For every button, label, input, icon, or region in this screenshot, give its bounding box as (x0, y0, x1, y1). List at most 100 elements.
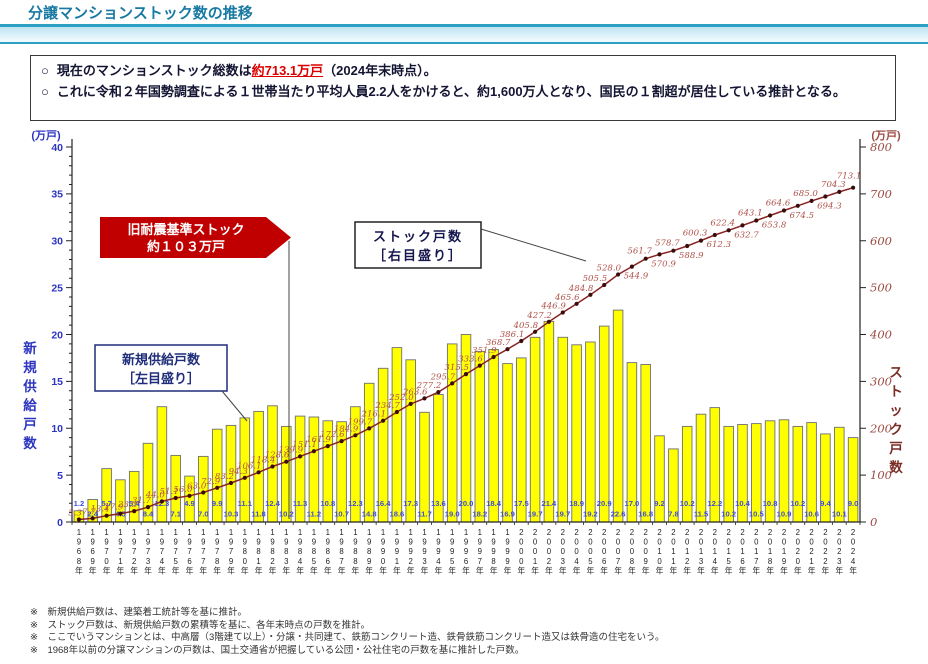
svg-text:72.9: 72.9 (201, 477, 221, 487)
svg-text:704.3: 704.3 (821, 180, 846, 190)
svg-text:1968年: 1968年 (75, 528, 83, 575)
svg-text:700: 700 (870, 187, 892, 201)
supply-legend-box: 新規供給戸数 ［左目盛り］ (94, 344, 248, 422)
stock-point-2002 (546, 319, 552, 324)
supply-bar-2005 (585, 341, 596, 523)
stock-point-1978 (215, 485, 220, 490)
svg-text:10.1: 10.1 (832, 510, 848, 519)
right-axis-title: ストック戸数 (889, 365, 903, 475)
supply-bar-2006 (598, 325, 610, 523)
svg-text:10.5: 10.5 (749, 510, 765, 519)
svg-text:10.2: 10.2 (279, 510, 294, 519)
svg-text:20.9: 20.9 (597, 499, 612, 508)
stock-point-1971 (118, 511, 123, 516)
stock-point-1994 (436, 390, 441, 395)
svg-text:100: 100 (870, 468, 892, 482)
svg-text:23.3: 23.3 (117, 500, 138, 510)
right-axis-ticks: 0 100 200 300 400 500 600 700 800 (860, 140, 892, 529)
svg-text:94.3: 94.3 (229, 467, 249, 477)
svg-text:588.9: 588.9 (679, 251, 704, 261)
svg-text:295.7: 295.7 (430, 372, 456, 382)
stock-point-2006 (602, 282, 607, 288)
svg-text:10.4: 10.4 (735, 499, 751, 508)
stock-point-1976 (187, 493, 192, 498)
stock-point-1993 (422, 396, 427, 401)
stock-point-1983 (284, 459, 289, 464)
svg-text:11.2: 11.2 (307, 510, 321, 519)
svg-text:199.7: 199.7 (348, 417, 373, 427)
svg-text:7.8: 7.8 (668, 510, 679, 519)
svg-text:118.4: 118.4 (251, 456, 276, 466)
stock-point-2000 (519, 338, 524, 344)
svg-text:13.6: 13.6 (431, 499, 446, 508)
svg-text:12.4: 12.4 (265, 499, 281, 508)
svg-text:17.0: 17.0 (625, 499, 640, 508)
supply-bar-1989 (363, 382, 375, 523)
stock-point-2004 (574, 301, 579, 306)
supply-bar-1985 (308, 416, 320, 523)
svg-text:7.7: 7.7 (82, 507, 96, 517)
svg-text:13.4: 13.4 (90, 505, 109, 515)
stock-point-2001 (533, 329, 538, 334)
stock-point-2020 (795, 203, 800, 208)
stock-point-1998 (491, 354, 496, 360)
svg-text:16.8: 16.8 (638, 510, 653, 519)
svg-text:12.3: 12.3 (348, 499, 363, 508)
svg-text:578.7: 578.7 (655, 239, 680, 249)
svg-text:11.5: 11.5 (694, 510, 709, 519)
stock-point-2022 (823, 194, 828, 199)
left-axis-title: 新規供給戸数 (22, 340, 37, 451)
svg-text:465.6: 465.6 (554, 293, 580, 303)
stock-point-1977 (201, 490, 206, 495)
svg-text:172.6: 172.6 (320, 430, 345, 440)
stock-point-1995 (450, 381, 455, 386)
stock-total-highlight: 約713.1万戸 (251, 63, 324, 78)
supply-bar-2013 (695, 413, 707, 523)
svg-text:10.2: 10.2 (790, 499, 805, 508)
svg-text:10.6: 10.6 (804, 510, 819, 519)
svg-text:0: 0 (870, 515, 877, 529)
supply-bar-1992 (405, 359, 416, 523)
supply-bar-2022 (820, 433, 831, 523)
stock-point-2014 (712, 232, 717, 238)
stock-point-1980 (242, 475, 247, 480)
stock-point-1972 (132, 509, 137, 514)
svg-text:151.1: 151.1 (292, 440, 317, 450)
stock-point-1984 (298, 454, 303, 459)
bullet-circle-icon: ○ (41, 84, 49, 99)
stock-point-1970 (104, 513, 109, 518)
svg-text:2024年: 2024年 (849, 528, 857, 575)
bullet1-text-pre: 現在のマンションストック総数は (56, 63, 252, 78)
supply-legend-label-2: ［左目盛り］ (122, 371, 200, 386)
stock-value-labels: 5.3 7.713.417.923.331.744.051.156.063.072… (68, 172, 861, 519)
svg-text:40: 40 (51, 142, 63, 154)
bullet2-text: これに令和２年国勢調査による１世帯当たり平均人員2.2人をかけると、約1,600… (56, 84, 846, 99)
footnote: ※ ストック戸数は、新規供給戸数の累積等を基に、各年末時点の戸数を推計。 (30, 619, 371, 631)
svg-text:7.1: 7.1 (170, 510, 181, 519)
svg-text:10: 10 (51, 423, 63, 435)
stock-point-2016 (740, 223, 745, 228)
svg-text:9.9: 9.9 (212, 499, 223, 508)
supply-bar-2009 (640, 364, 651, 523)
svg-text:10.2: 10.2 (721, 510, 736, 519)
